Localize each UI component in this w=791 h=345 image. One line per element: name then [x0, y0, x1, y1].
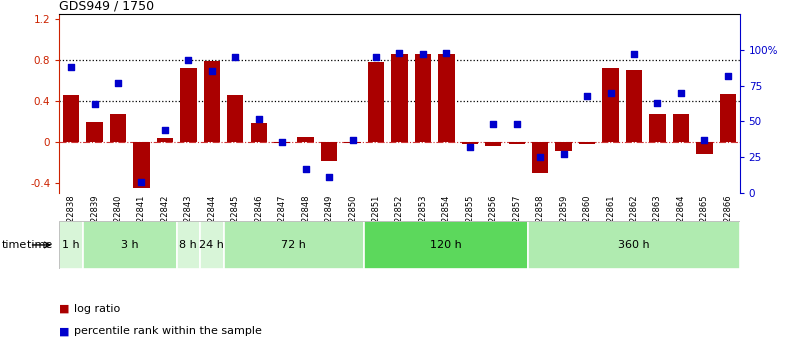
- Bar: [321, 142, 337, 161]
- Bar: [603, 68, 619, 142]
- Point: [135, 179, 148, 185]
- Point: [252, 116, 265, 121]
- Point: [393, 50, 406, 55]
- Bar: [83, 221, 176, 269]
- Bar: [176, 221, 200, 269]
- Bar: [555, 142, 572, 151]
- Point: [206, 68, 218, 74]
- Point: [510, 121, 523, 127]
- Bar: [297, 137, 314, 142]
- Text: ■: ■: [59, 326, 70, 336]
- Bar: [528, 221, 740, 269]
- Bar: [672, 114, 689, 142]
- Point: [346, 137, 359, 143]
- Bar: [86, 122, 103, 142]
- Bar: [203, 61, 220, 142]
- Bar: [696, 142, 713, 154]
- Bar: [227, 95, 244, 142]
- Bar: [720, 94, 736, 142]
- Point: [276, 139, 289, 144]
- Text: log ratio: log ratio: [74, 304, 119, 314]
- Bar: [392, 54, 407, 142]
- Point: [369, 54, 382, 60]
- Bar: [274, 142, 290, 143]
- Point: [158, 127, 171, 133]
- Bar: [365, 221, 528, 269]
- Point: [628, 51, 641, 57]
- Text: time: time: [27, 240, 55, 250]
- Bar: [224, 221, 365, 269]
- Point: [112, 80, 124, 86]
- Point: [487, 121, 500, 127]
- Bar: [344, 142, 361, 143]
- Point: [65, 64, 78, 70]
- Bar: [438, 54, 455, 142]
- Text: 3 h: 3 h: [121, 240, 138, 250]
- Text: 1 h: 1 h: [62, 240, 80, 250]
- Bar: [133, 142, 149, 188]
- Point: [698, 137, 711, 143]
- Bar: [62, 95, 79, 142]
- Text: percentile rank within the sample: percentile rank within the sample: [74, 326, 262, 336]
- Point: [417, 51, 430, 57]
- Bar: [110, 114, 127, 142]
- Point: [721, 73, 734, 78]
- Point: [299, 166, 312, 171]
- Point: [581, 93, 593, 98]
- Text: 72 h: 72 h: [282, 240, 306, 250]
- Text: 360 h: 360 h: [619, 240, 650, 250]
- Bar: [59, 221, 83, 269]
- Point: [651, 100, 664, 106]
- Text: 120 h: 120 h: [430, 240, 462, 250]
- Point: [464, 145, 476, 150]
- Point: [229, 54, 241, 60]
- Bar: [200, 221, 224, 269]
- Point: [534, 155, 547, 160]
- Point: [182, 57, 195, 62]
- Bar: [180, 68, 196, 142]
- Text: time: time: [2, 240, 27, 250]
- Text: ■: ■: [59, 304, 70, 314]
- Point: [675, 90, 687, 96]
- Bar: [579, 142, 596, 144]
- Bar: [414, 54, 431, 142]
- Point: [440, 50, 452, 55]
- Bar: [485, 142, 501, 146]
- Bar: [532, 142, 548, 173]
- Text: 8 h: 8 h: [180, 240, 197, 250]
- Bar: [649, 114, 666, 142]
- Point: [88, 101, 100, 107]
- Bar: [509, 142, 525, 144]
- Bar: [626, 70, 642, 142]
- Text: GDS949 / 1750: GDS949 / 1750: [59, 0, 154, 13]
- Bar: [368, 62, 384, 142]
- Point: [558, 152, 570, 157]
- Bar: [251, 124, 267, 142]
- Text: 24 h: 24 h: [199, 240, 224, 250]
- Bar: [462, 142, 478, 144]
- Bar: [157, 138, 173, 142]
- Point: [323, 175, 335, 180]
- Point: [604, 90, 617, 96]
